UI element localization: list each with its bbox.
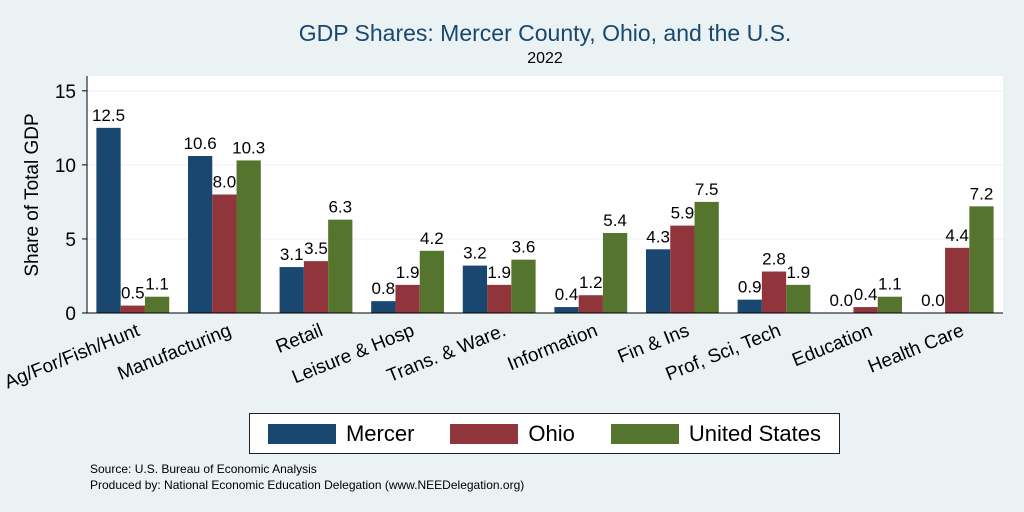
bar-united-states-information xyxy=(602,233,628,313)
data-label-ohio-trans-ware: 1.9 xyxy=(487,263,511,282)
data-label-mercer-ag-for-fish-hunt: 12.5 xyxy=(92,106,125,125)
data-label-mercer-information: 0.4 xyxy=(555,285,579,304)
bar-united-states-leisure-hosp xyxy=(419,250,445,313)
bar-united-states-fin-ins xyxy=(694,201,719,313)
legend-swatch-ohio xyxy=(450,423,519,444)
bar-united-states-manufacturing xyxy=(236,160,261,313)
data-label-united-states-trans-ware: 3.6 xyxy=(512,238,536,257)
bar-ohio-ag-for-fish-hunt xyxy=(120,305,145,313)
legend-item-ohio: Ohio xyxy=(450,420,575,447)
bar-ohio-leisure-hosp xyxy=(395,284,420,313)
legend-item-mercer: Mercer xyxy=(267,420,415,447)
data-label-mercer-retail: 3.1 xyxy=(280,245,304,264)
data-label-mercer-fin-ins: 4.3 xyxy=(646,227,670,246)
x-tick-label: Health Care xyxy=(865,320,967,377)
data-label-ohio-health-care: 4.4 xyxy=(945,226,969,245)
chart-title: GDP Shares: Mercer County, Ohio, and the… xyxy=(298,20,792,46)
bar-ohio-prof-sci-tech xyxy=(761,271,787,313)
legend-item-united-states: United States xyxy=(610,420,821,447)
bar-mercer-leisure-hosp xyxy=(371,301,396,313)
bar-ohio-fin-ins xyxy=(670,225,695,313)
bar-ohio-health-care xyxy=(945,247,970,313)
data-label-ohio-ag-for-fish-hunt: 0.5 xyxy=(121,284,145,303)
data-label-mercer-trans-ware: 3.2 xyxy=(463,244,487,263)
bar-united-states-trans-ware xyxy=(511,259,536,313)
legend-label-ohio: Ohio xyxy=(528,420,575,446)
data-label-united-states-manufacturing: 10.3 xyxy=(232,138,265,157)
data-label-ohio-retail: 3.5 xyxy=(304,239,328,258)
data-label-united-states-leisure-hosp: 4.2 xyxy=(420,229,444,248)
data-label-mercer-health-care: 0.0 xyxy=(921,291,945,310)
x-tick-label: Education xyxy=(789,320,875,371)
bar-ohio-information xyxy=(578,295,603,313)
y-tick-label: 10 xyxy=(55,156,76,177)
legend-label-united-states: United States xyxy=(688,420,821,446)
chart-subtitle: 2022 xyxy=(527,50,563,67)
bar-mercer-ag-for-fish-hunt xyxy=(96,127,121,313)
bar-united-states-retail xyxy=(328,219,353,313)
data-label-ohio-education: 0.4 xyxy=(854,285,878,304)
bar-ohio-trans-ware xyxy=(487,284,512,313)
source-note: Source: U.S. Bureau of Economic Analysis xyxy=(90,462,317,476)
data-label-united-states-prof-sci-tech: 1.9 xyxy=(786,263,810,282)
data-label-ohio-manufacturing: 8.0 xyxy=(213,173,237,192)
x-tick-label: Information xyxy=(505,320,601,375)
bar-ohio-education xyxy=(853,307,878,313)
y-tick-label: 0 xyxy=(65,304,76,325)
bar-united-states-education xyxy=(877,296,903,313)
legend-swatch-united-states xyxy=(610,423,679,444)
legend-swatch-mercer xyxy=(267,423,336,444)
y-axis-title: Share of Total GDP xyxy=(22,113,43,276)
y-tick-label: 5 xyxy=(65,230,76,251)
data-label-united-states-education: 1.1 xyxy=(878,275,902,294)
data-label-united-states-fin-ins: 7.5 xyxy=(695,180,719,199)
data-label-ohio-prof-sci-tech: 2.8 xyxy=(762,250,786,269)
legend: Mercer Ohio United States xyxy=(249,413,840,454)
bar-united-states-health-care xyxy=(969,206,994,313)
data-label-mercer-manufacturing: 10.6 xyxy=(184,134,217,153)
bar-mercer-prof-sci-tech xyxy=(737,299,762,313)
data-label-united-states-retail: 6.3 xyxy=(328,198,352,217)
data-label-united-states-health-care: 7.2 xyxy=(970,184,994,203)
bar-mercer-fin-ins xyxy=(645,249,671,313)
data-label-united-states-ag-for-fish-hunt: 1.1 xyxy=(145,275,169,294)
bar-mercer-information xyxy=(554,307,579,313)
y-tick-label: 15 xyxy=(55,82,76,103)
bar-mercer-trans-ware xyxy=(462,265,488,313)
bar-mercer-manufacturing xyxy=(187,155,213,313)
data-label-mercer-leisure-hosp: 0.8 xyxy=(372,279,396,298)
legend-label-mercer: Mercer xyxy=(345,420,415,446)
bar-ohio-manufacturing xyxy=(212,194,237,313)
data-label-mercer-prof-sci-tech: 0.9 xyxy=(738,278,762,297)
data-label-mercer-education: 0.0 xyxy=(830,291,854,310)
footnotes: Source: U.S. Bureau of Economic Analysis… xyxy=(90,461,524,493)
x-tick-label: Retail xyxy=(273,320,326,358)
bar-mercer-retail xyxy=(279,267,304,313)
bar-united-states-prof-sci-tech xyxy=(786,284,811,313)
bar-united-states-ag-for-fish-hunt xyxy=(144,296,170,313)
produced-by-note: Produced by: National Economic Education… xyxy=(90,478,525,492)
data-label-ohio-fin-ins: 5.9 xyxy=(671,204,695,223)
data-label-ohio-information: 1.2 xyxy=(579,273,603,292)
data-label-ohio-leisure-hosp: 1.9 xyxy=(396,263,420,282)
bar-ohio-retail xyxy=(303,261,329,313)
data-label-united-states-information: 5.4 xyxy=(603,211,627,230)
